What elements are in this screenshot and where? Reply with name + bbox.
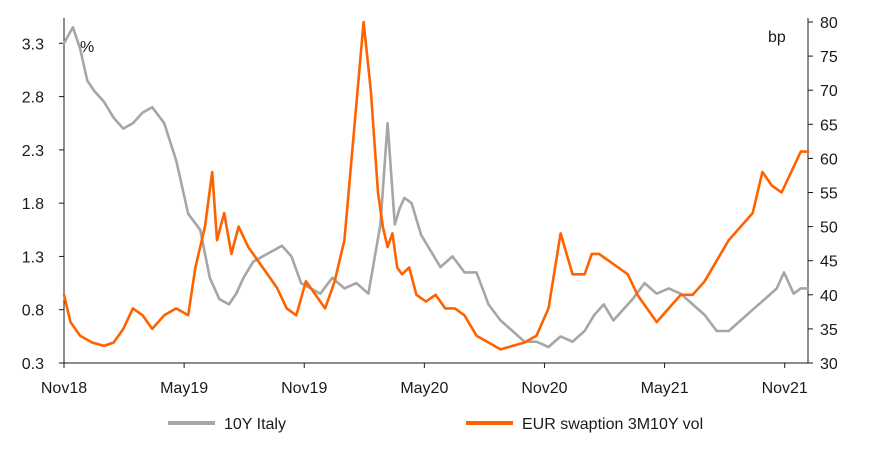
x-tick-label: May20 <box>400 380 448 397</box>
series-layer <box>62 20 810 351</box>
y-right-tick-label: 40 <box>820 288 838 305</box>
series-line-swaption <box>62 20 810 351</box>
y-axis-right-ticks: 30 35 40 45 50 55 60 65 70 75 80 <box>808 15 838 373</box>
y-right-tick-label: 30 <box>820 356 838 373</box>
y-left-tick-label: 3.3 <box>22 36 44 53</box>
y-axis-left-unit: % <box>80 39 94 56</box>
y-right-tick-label: 65 <box>820 117 838 134</box>
y-left-tick-label: 2.3 <box>22 143 44 160</box>
y-right-tick-label: 45 <box>820 254 838 271</box>
series-line-italy <box>62 26 810 349</box>
y-right-tick-label: 80 <box>820 15 838 32</box>
x-tick-label: Nov20 <box>521 380 567 397</box>
y-right-tick-label: 70 <box>820 83 838 100</box>
y-right-tick-label: 75 <box>820 49 838 66</box>
y-right-tick-label: 50 <box>820 220 838 237</box>
y-right-tick-label: 35 <box>820 322 838 339</box>
x-tick-label: Nov21 <box>762 380 808 397</box>
x-axis-ticks: Nov18 May19 Nov19 May20 Nov20 May21 Nov21 <box>41 363 808 397</box>
y-left-tick-label: 0.8 <box>22 303 44 320</box>
y-left-tick-label: 1.8 <box>22 196 44 213</box>
x-tick-label: Nov18 <box>41 380 87 397</box>
y-left-tick-label: 0.3 <box>22 356 44 373</box>
legend-label-italy: 10Y Italy <box>224 416 286 433</box>
y-axis-right-unit: bp <box>768 29 786 46</box>
x-tick-label: May19 <box>160 380 208 397</box>
y-left-tick-label: 1.3 <box>22 249 44 266</box>
y-axis-left-ticks: 0.3 0.8 1.3 1.8 2.3 2.8 3.3 <box>22 36 64 373</box>
y-right-tick-label: 55 <box>820 186 838 203</box>
x-tick-label: May21 <box>641 380 689 397</box>
legend: 10Y Italy EUR swaption 3M10Y vol <box>168 416 703 433</box>
x-tick-label: Nov19 <box>281 380 327 397</box>
y-left-tick-label: 2.8 <box>22 90 44 107</box>
legend-label-swaption: EUR swaption 3M10Y vol <box>522 416 703 433</box>
y-right-tick-label: 60 <box>820 151 838 168</box>
